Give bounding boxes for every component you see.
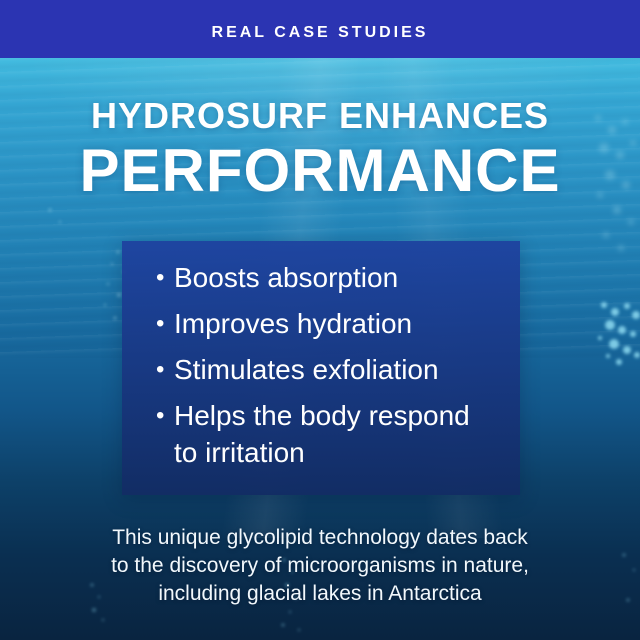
benefit-text: Improves hydration [174, 308, 413, 339]
headline-line1: HYDROSURF ENHANCES [90, 95, 550, 136]
footer-caption-line: to the discovery of microorganisms in na… [111, 554, 529, 577]
bubble-trail-left [48, 208, 128, 332]
list-item: • Stimulates exfoliation [156, 351, 486, 388]
footer-caption: This unique glycolipid technology dates … [0, 524, 640, 608]
benefit-text: Stimulates exfoliation [174, 354, 439, 385]
bullet-icon: • [156, 264, 165, 291]
bullet-icon: • [156, 310, 165, 337]
bubble-cluster-mid-right [598, 302, 640, 365]
list-item: • Boosts absorption [156, 259, 486, 296]
benefit-text: Boosts absorption [174, 262, 399, 293]
headline-line2: PERFORMANCE [79, 137, 561, 204]
list-item: • Helps the body respond to irritation [156, 397, 486, 471]
benefit-text: Helps the body respond to irritation [174, 400, 470, 468]
top-banner: REAL CASE STUDIES [0, 0, 640, 58]
list-item: • Improves hydration [156, 305, 486, 342]
footer-caption-line: This unique glycolipid technology dates … [112, 526, 528, 549]
benefits-panel: • Boosts absorption • Improves hydration… [122, 241, 520, 495]
bullet-icon: • [156, 356, 165, 383]
bullet-icon: • [156, 402, 165, 429]
footer-caption-line: including glacial lakes in Antarctica [158, 582, 482, 605]
banner-label: REAL CASE STUDIES [211, 24, 429, 41]
headline: HYDROSURF ENHANCES PERFORMANCE [0, 94, 640, 202]
